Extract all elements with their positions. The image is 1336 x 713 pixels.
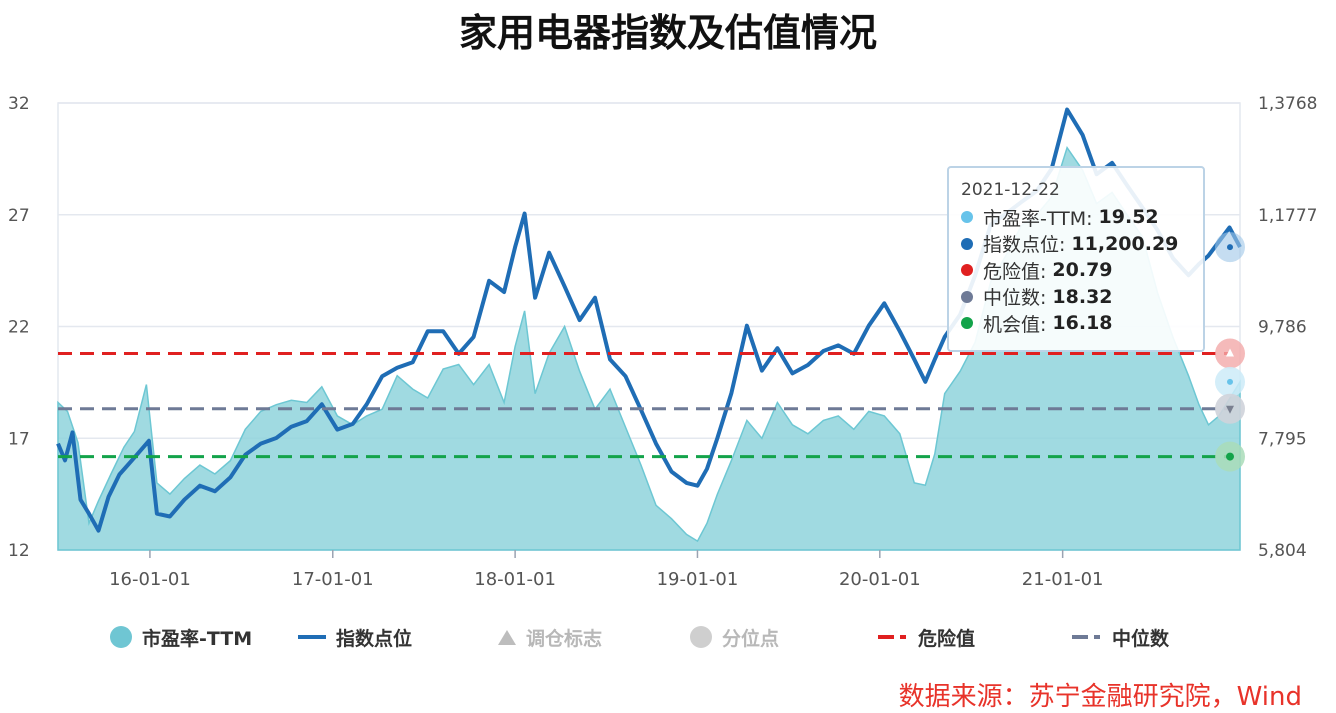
legend-danger-dash-icon: [878, 635, 908, 639]
tooltip-row-opportunity: 机会值: 16.18: [961, 310, 1203, 337]
y-right-tick-label: 1,1777: [1258, 206, 1317, 226]
tooltip-dot-median: [961, 290, 973, 303]
tooltip-value-opportunity: 16.18: [1052, 312, 1113, 335]
y-right-tick-label: 5,804: [1258, 541, 1307, 561]
legend-adjust-label: 调仓标志: [526, 627, 603, 650]
y-left-tick-label: 27: [8, 206, 30, 226]
tooltip-label-index: 指数点位:: [983, 234, 1066, 257]
legend-item-quantile[interactable]: 分位点: [690, 620, 779, 654]
y-left-tick-label: 32: [8, 94, 30, 114]
legend-median-label: 中位数: [1112, 627, 1170, 650]
legend-quantile-circle-icon: [690, 626, 712, 648]
x-tick-label: 21-01-01: [1022, 569, 1104, 590]
y-right-tick-label: 1,3768: [1258, 94, 1317, 114]
legend-pe-label: 市盈率-TTM: [142, 627, 253, 650]
legend-index-line-icon: [298, 635, 326, 639]
legend-index-label: 指数点位: [336, 627, 413, 650]
tooltip-row-median: 中位数: 18.32: [961, 284, 1203, 311]
legend-item-pe[interactable]: 市盈率-TTM: [110, 620, 252, 654]
tooltip-value-median: 18.32: [1052, 285, 1113, 308]
legend-adjust-triangle-icon: [498, 629, 516, 645]
chart-legend: 市盈率-TTM 指数点位 调仓标志 分位点 危险值 中位数: [0, 620, 1336, 654]
legend-item-adjust[interactable]: 调仓标志: [498, 620, 602, 654]
tooltip-date: 2021-12-22: [961, 180, 1060, 200]
tooltip-row-danger: 危险值: 20.79: [961, 257, 1203, 284]
x-tick-label: 16-01-01: [109, 569, 191, 590]
x-tick-label: 17-01-01: [292, 569, 374, 590]
x-tick-label: 20-01-01: [839, 569, 921, 590]
tooltip-label-pe: 市盈率-TTM:: [983, 207, 1093, 230]
legend-quantile-label: 分位点: [722, 627, 780, 650]
legend-median-dash-icon: [1072, 635, 1102, 639]
x-tick-label: 19-01-01: [657, 569, 739, 590]
y-right-tick-label: 7,795: [1258, 429, 1307, 449]
median-down-triangle-icon: [1226, 405, 1234, 414]
tooltip-row-index: 指数点位: 11,200.29: [961, 231, 1203, 258]
y-left-tick-label: 22: [8, 318, 30, 338]
tooltip-value-danger: 20.79: [1052, 259, 1113, 282]
tooltip-value-pe: 19.52: [1098, 206, 1159, 229]
y-right-tick-label: 9,786: [1258, 318, 1307, 338]
data-source-note: 数据来源：苏宁金融研究院，Wind: [898, 682, 1302, 712]
tooltip-dot-index: [961, 237, 973, 250]
legend-pe-circle-icon: [110, 626, 132, 648]
y-left-tick-label: 12: [8, 541, 30, 561]
legend-danger-label: 危险值: [918, 627, 976, 650]
tooltip-dot-danger: [961, 264, 973, 277]
tooltip-dot-pe: [961, 211, 973, 224]
pe-end-dot: [1227, 378, 1233, 385]
index-end-dot: [1227, 244, 1233, 251]
chart-title: 家用电器指数及估值情况: [458, 11, 877, 55]
tooltip-label-opportunity: 机会值:: [983, 313, 1047, 336]
y-left-tick-label: 17: [8, 429, 30, 449]
axis-layer: 12 5,804 17 7,795 22 9,786 27 1,1777 32 1,3768 16-…: [8, 94, 1317, 590]
legend-item-index[interactable]: 指数点位: [298, 620, 412, 654]
danger-up-triangle-icon: [1226, 348, 1234, 357]
legend-item-median[interactable]: 中位数: [1072, 620, 1169, 654]
reference-lines-layer: [58, 352, 1230, 459]
tooltip-value-index: 11,200.29: [1071, 232, 1179, 255]
data-tooltip: 2021-12-22 市盈率-TTM: 19.52 指数点位: 11,200.2…: [947, 166, 1205, 352]
right-markers-layer: [1215, 232, 1245, 472]
tooltip-dot-opportunity: [961, 317, 973, 330]
tooltip-label-median: 中位数:: [983, 287, 1047, 310]
opportunity-marker-dot: [1226, 452, 1234, 461]
legend-item-danger[interactable]: 危险值: [878, 620, 975, 654]
x-tick-label: 18-01-01: [474, 569, 556, 590]
tooltip-row-pe: 市盈率-TTM: 19.52: [961, 204, 1203, 231]
tooltip-label-danger: 危险值:: [983, 260, 1047, 283]
